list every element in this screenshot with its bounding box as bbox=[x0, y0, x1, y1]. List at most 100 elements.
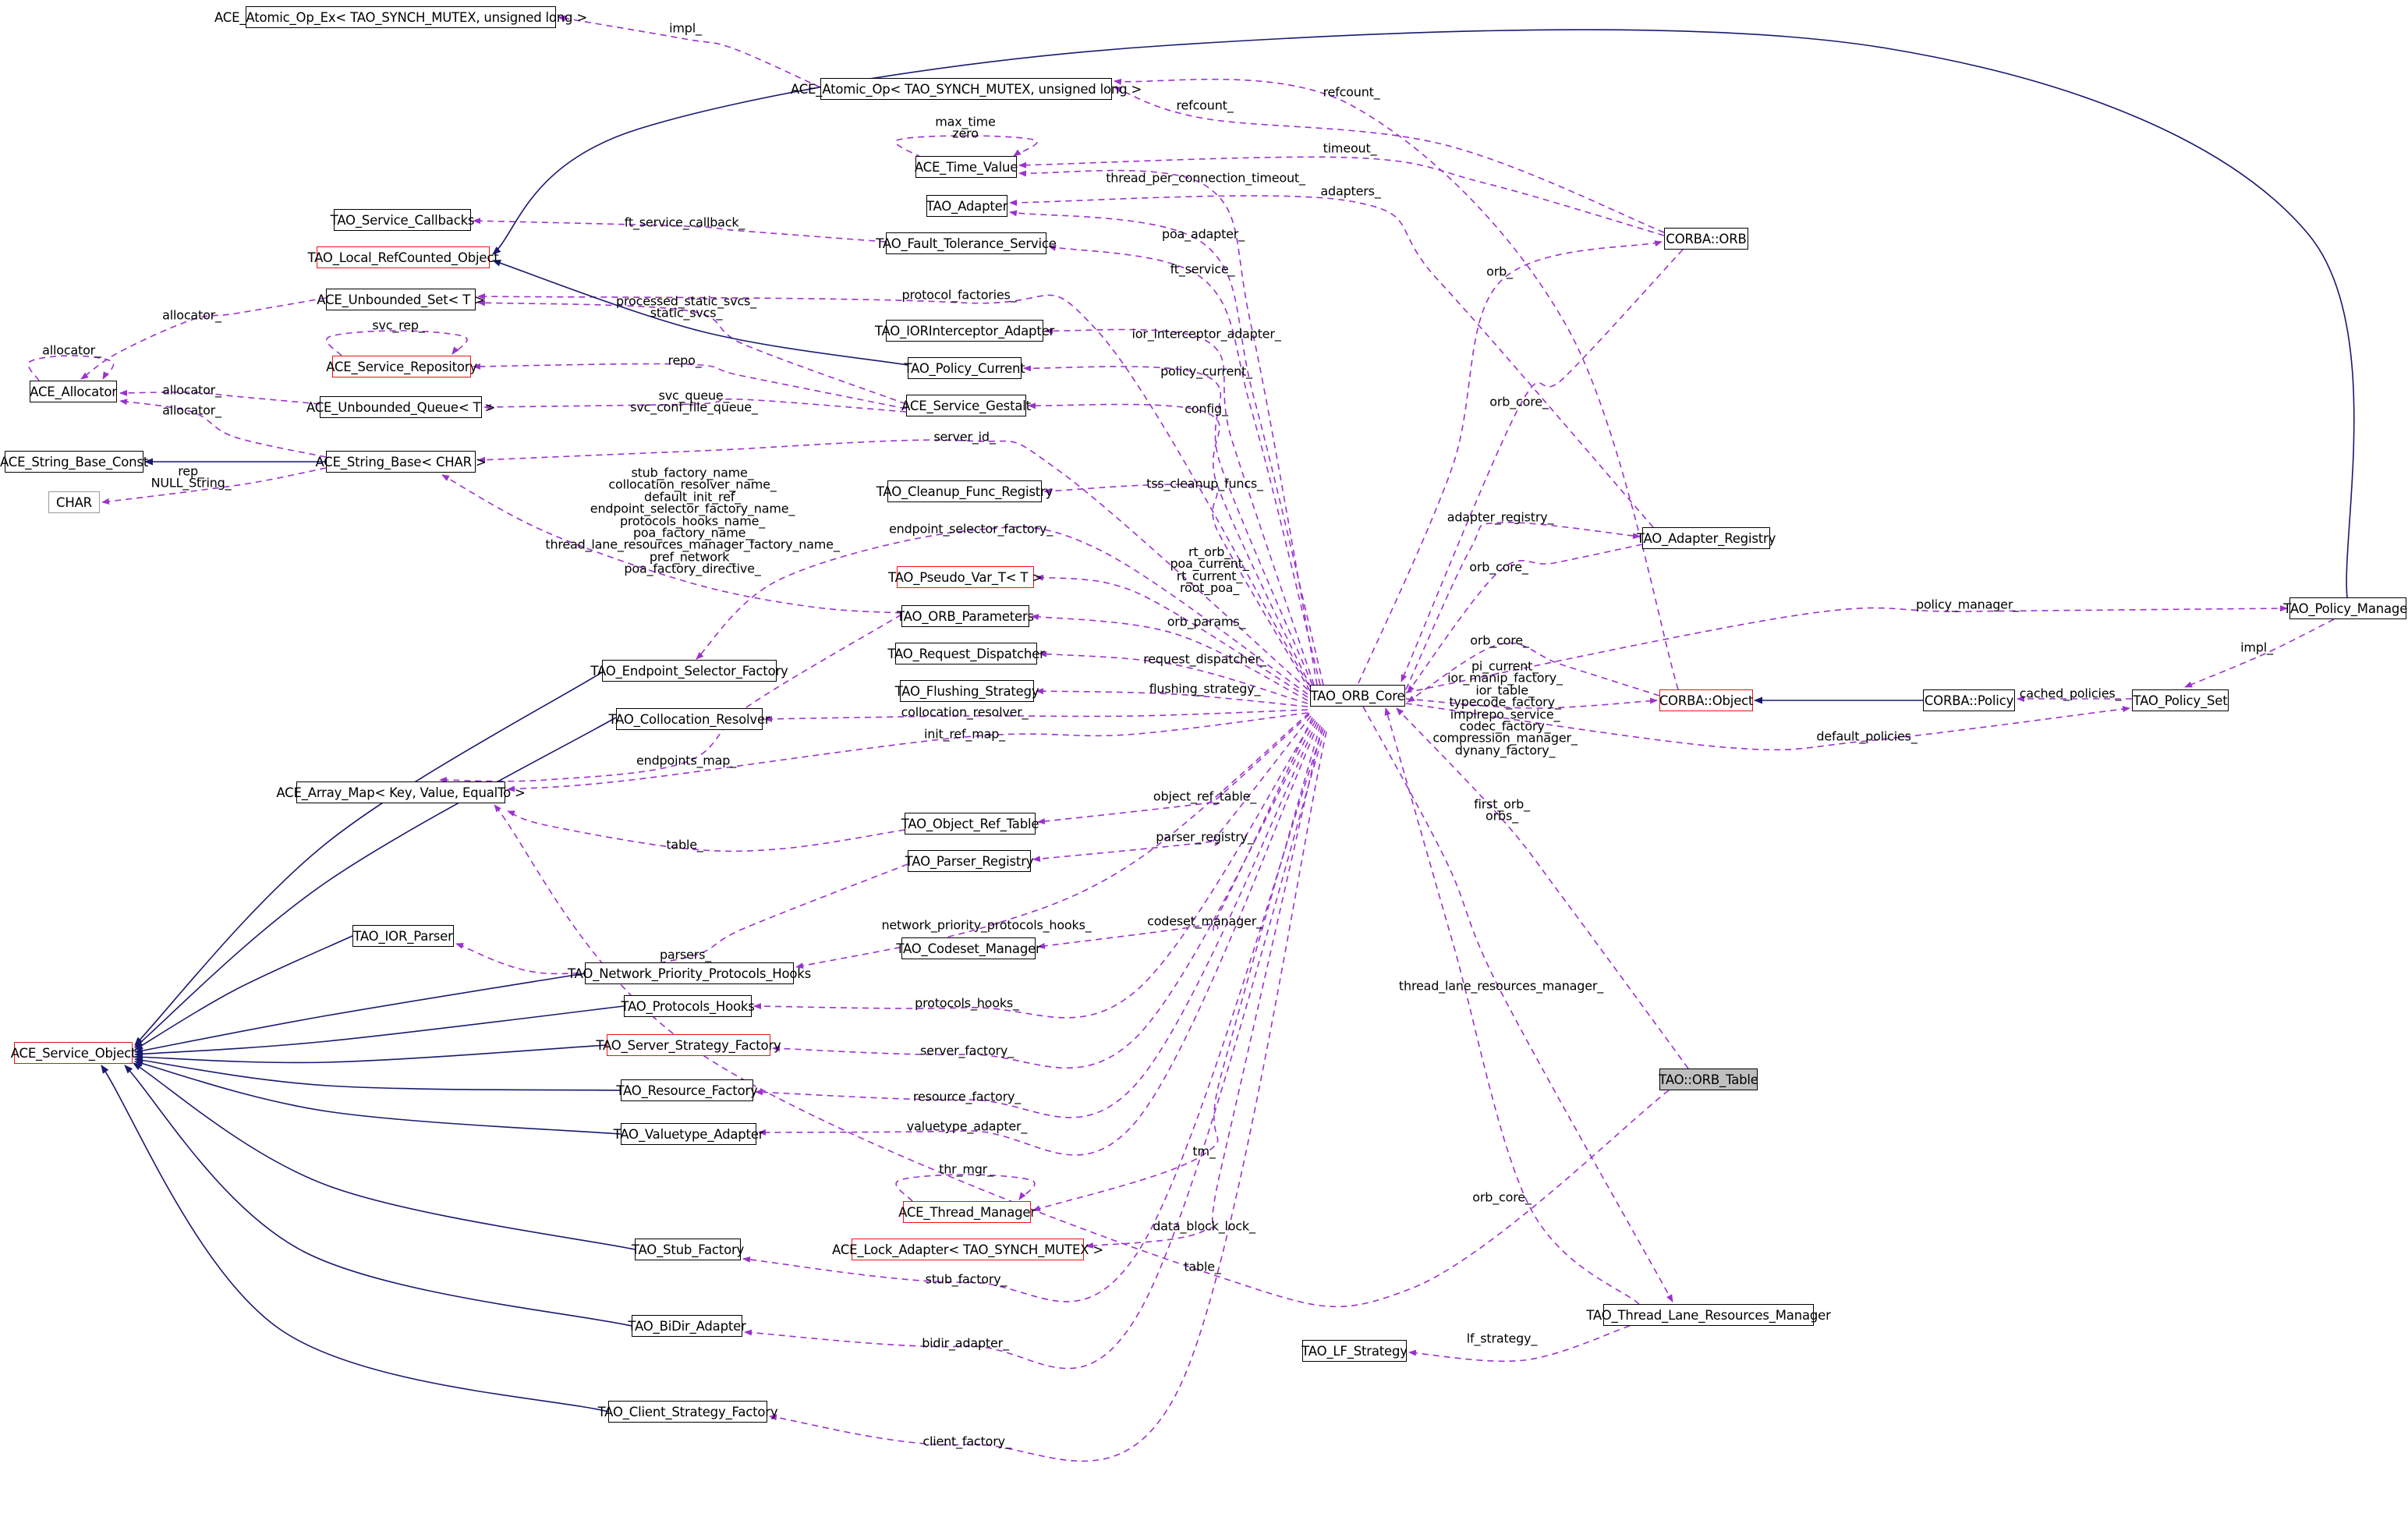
edge-adapters_ bbox=[1009, 195, 1654, 528]
node-corba_policy[interactable]: CORBA::Policy bbox=[1923, 689, 2015, 711]
edge-label-ft_service_callback_: ft_service_callback_ bbox=[624, 214, 745, 230]
node-tao_server_strategy_factory[interactable]: TAO_Server_Strategy_Factory bbox=[596, 1034, 781, 1056]
node-ace_thread_manager[interactable]: ACE_Thread_Manager bbox=[898, 1201, 1036, 1223]
node-tao_orb_table[interactable]: TAO::ORB_Table bbox=[1659, 1069, 1758, 1090]
edge-label-repo_: repo_ bbox=[668, 353, 702, 368]
node-tao_bidir_adapter[interactable]: TAO_BiDir_Adapter bbox=[628, 1315, 746, 1337]
node-ace_service_object[interactable]: ACE_Service_Object bbox=[11, 1042, 136, 1064]
node-tao_resource_factory[interactable]: TAO_Resource_Factory bbox=[616, 1079, 758, 1101]
edge-default_policies_ bbox=[1405, 703, 2130, 751]
edge-poa_adapter_ bbox=[1009, 210, 1324, 686]
node-ace_lock_adapter[interactable]: ACE_Lock_Adapter< TAO_SYNCH_MUTEX > bbox=[832, 1239, 1103, 1260]
node-tao_ior_parser[interactable]: TAO_IOR_Parser bbox=[352, 925, 454, 947]
edge-adapter_registry_ bbox=[1405, 521, 1641, 690]
edge-lf_strategy_ bbox=[1408, 1325, 1631, 1363]
node-tao_object_ref_table[interactable]: TAO_Object_Ref_Table bbox=[901, 813, 1039, 835]
node-ace_time_value[interactable]: ACE_Time_Value bbox=[915, 156, 1018, 178]
node-tao_flushing_strategy[interactable]: TAO_Flushing_Strategy bbox=[895, 680, 1039, 702]
node-tao_request_dispatcher[interactable]: TAO_Request_Dispatcher bbox=[887, 643, 1045, 664]
node-tao_iorinterceptor_adapter[interactable]: TAO_IORInterceptor_Adapter bbox=[875, 320, 1054, 342]
node-ace_string_base[interactable]: ACE_String_Base< CHAR > bbox=[315, 451, 487, 473]
node-tao_local_refcounted_object[interactable]: TAO_Local_RefCounted_Object bbox=[308, 246, 499, 268]
node-tao_protocols_hooks[interactable]: TAO_Protocols_Hooks bbox=[621, 995, 755, 1017]
node-tao_network_priority_protocols_hooks[interactable]: TAO_Network_Priority_Protocols_Hooks bbox=[568, 962, 811, 984]
edge-resource_factory_ bbox=[755, 721, 1318, 1118]
edge-allocator_ bbox=[119, 389, 320, 405]
edge-timeout_ bbox=[1018, 156, 1665, 236]
edge-label-max_time: max_time zero bbox=[935, 114, 996, 141]
edge-server_factory_ bbox=[772, 720, 1316, 1069]
node-tao_thread_lane_resources_manager[interactable]: TAO_Thread_Lane_Resources_Manager bbox=[1586, 1304, 1831, 1326]
edge-label-adapter_registry_: adapter_registry_ bbox=[1447, 509, 1554, 525]
node-ace_array_map[interactable]: ACE_Array_Map< Key, Value, EqualTo > bbox=[276, 781, 526, 803]
node-tao_lf_strategy[interactable]: TAO_LF_Strategy bbox=[1301, 1340, 1408, 1362]
node-tao_adapter[interactable]: TAO_Adapter bbox=[926, 195, 1007, 217]
edge-server_id_ bbox=[477, 439, 1308, 690]
edge-label-thread_per_connection_timeout_: thread_per_connection_timeout_ bbox=[1106, 170, 1305, 186]
node-tao_policy_manager[interactable]: TAO_Policy_Manager bbox=[2283, 597, 2408, 619]
node-ace_service_gestalt[interactable]: ACE_Service_Gestalt bbox=[901, 395, 1031, 416]
node-corba_orb[interactable]: CORBA::ORB bbox=[1664, 228, 1748, 250]
edge-label-protocols_hooks_: protocols_hooks_ bbox=[915, 995, 1019, 1011]
edge-inheritance bbox=[134, 1044, 607, 1064]
node-ace_unbounded_set[interactable]: ACE_Unbounded_Set< T > bbox=[317, 289, 485, 310]
edge-label-timeout_: timeout_ bbox=[1323, 140, 1377, 156]
edge-label-object_ref_table_: object_ref_table_ bbox=[1153, 789, 1257, 804]
edge-processed_static_svcs_ bbox=[477, 299, 907, 405]
node-tao_endpoint_selector_factory[interactable]: TAO_Endpoint_Selector_Factory bbox=[590, 660, 788, 682]
node-tao_policy_current[interactable]: TAO_Policy_Current bbox=[904, 357, 1025, 379]
node-tao_cleanup_func_registry[interactable]: TAO_Cleanup_Func_Registry bbox=[876, 480, 1053, 502]
edge-label-cached_policies_: cached_policies_ bbox=[2019, 686, 2122, 701]
node-tao_orb_parameters[interactable]: TAO_ORB_Parameters bbox=[897, 605, 1034, 627]
edge-label-pi_current_: pi_current_ ior_manip_factory_ ior_table… bbox=[1432, 658, 1578, 758]
edge-label-rt_orb_: rt_orb_ poa_current_ rt_current_ root_po… bbox=[1170, 544, 1249, 596]
edge-label-orb_core_: orb_core_ bbox=[1489, 394, 1549, 409]
node-ace_service_repository[interactable]: ACE_Service_Repository bbox=[326, 356, 477, 377]
edge-thr_mgr_ bbox=[895, 1174, 1036, 1202]
node-tao_policy_set[interactable]: TAO_Policy_Set bbox=[2132, 689, 2229, 711]
edge-label-endpoints_map_: endpoints_map_ bbox=[636, 753, 737, 768]
node-tao_client_strategy_factory[interactable]: TAO_Client_Strategy_Factory bbox=[598, 1401, 778, 1423]
edge-inheritance bbox=[134, 672, 603, 1046]
node-ace_atomic_op[interactable]: ACE_Atomic_Op< TAO_SYNCH_MUTEX, unsigned… bbox=[791, 78, 1142, 100]
node-tao_parser_registry[interactable]: TAO_Parser_Registry bbox=[905, 850, 1034, 872]
edge-request_dispatcher_ bbox=[1039, 650, 1308, 704]
edge-label-poa_adapter_: poa_adapter_ bbox=[1162, 226, 1245, 242]
node-tao_collocation_resolver[interactable]: TAO_Collocation_Resolver bbox=[609, 708, 770, 730]
node-tao_codeset_manager[interactable]: TAO_Codeset_Manager bbox=[896, 937, 1041, 959]
edge-svc_queue_ bbox=[483, 398, 907, 413]
node-tao_fault_tolerance_service[interactable]: TAO_Fault_Tolerance_Service bbox=[876, 232, 1057, 254]
edge-endpoint_selector_factory_ bbox=[696, 526, 1308, 695]
edge-valuetype_adapter_ bbox=[758, 723, 1319, 1156]
edge-label-tm_: tm_ bbox=[1192, 1143, 1216, 1159]
node-tao_pseudo_var_t[interactable]: TAO_Pseudo_Var_T< T > bbox=[888, 566, 1043, 588]
edge-orb_core_ bbox=[1407, 642, 1660, 703]
node-corba_object[interactable]: CORBA::Object bbox=[1659, 689, 1753, 711]
edge-label-ior_interceptor_adapter_: ior_interceptor_adapter_ bbox=[1131, 326, 1281, 342]
edge-protocols_hooks_ bbox=[753, 718, 1315, 1019]
node-ace_unbounded_queue[interactable]: ACE_Unbounded_Queue< T > bbox=[306, 396, 495, 418]
node-tao_adapter_registry[interactable]: TAO_Adapter_Registry bbox=[1637, 527, 1776, 549]
edge-label-client_factory_: client_factory_ bbox=[922, 1434, 1011, 1449]
node-ace_allocator[interactable]: ACE_Allocator bbox=[30, 381, 117, 402]
edge-inheritance bbox=[101, 1065, 609, 1412]
node-tao_valuetype_adapter[interactable]: TAO_Valuetype_Adapter bbox=[614, 1123, 764, 1145]
node-tao_stub_factory[interactable]: TAO_Stub_Factory bbox=[632, 1239, 744, 1260]
node-tao_orb_core[interactable]: TAO_ORB_Core bbox=[1310, 685, 1405, 707]
edge-label-thread_lane_resources_manager_: thread_lane_resources_manager_ bbox=[1398, 978, 1604, 994]
edge-ior_interceptor_adapter_ bbox=[1045, 328, 1315, 686]
edge-rt_orb_ bbox=[1036, 574, 1308, 698]
node-tao_service_callbacks[interactable]: TAO_Service_Callbacks bbox=[331, 209, 475, 231]
edge-label-collocation_resolver_: collocation_resolver_ bbox=[901, 704, 1029, 720]
edge-label-data_block_lock_: data_block_lock_ bbox=[1153, 1218, 1255, 1234]
edge-label-default_policies_: default_policies_ bbox=[1816, 728, 1918, 744]
edge-endpoints_map_ bbox=[439, 614, 902, 784]
edge-label-parser_registry_: parser_registry_ bbox=[1156, 829, 1254, 845]
node-char[interactable]: CHAR bbox=[48, 491, 100, 513]
edge-label-refcount_: refcount_ bbox=[1323, 84, 1380, 100]
edge-label-stub_factory_name_: stub_factory_name_ collocation_resolver_… bbox=[545, 465, 840, 576]
edge-label-rep_: rep_ NULL_String_ bbox=[150, 463, 232, 491]
node-ace_string_base_const[interactable]: ACE_String_Base_Const bbox=[0, 451, 148, 473]
node-ace_atomic_op_ex[interactable]: ACE_Atomic_Op_Ex< TAO_SYNCH_MUTEX, unsig… bbox=[214, 6, 587, 28]
